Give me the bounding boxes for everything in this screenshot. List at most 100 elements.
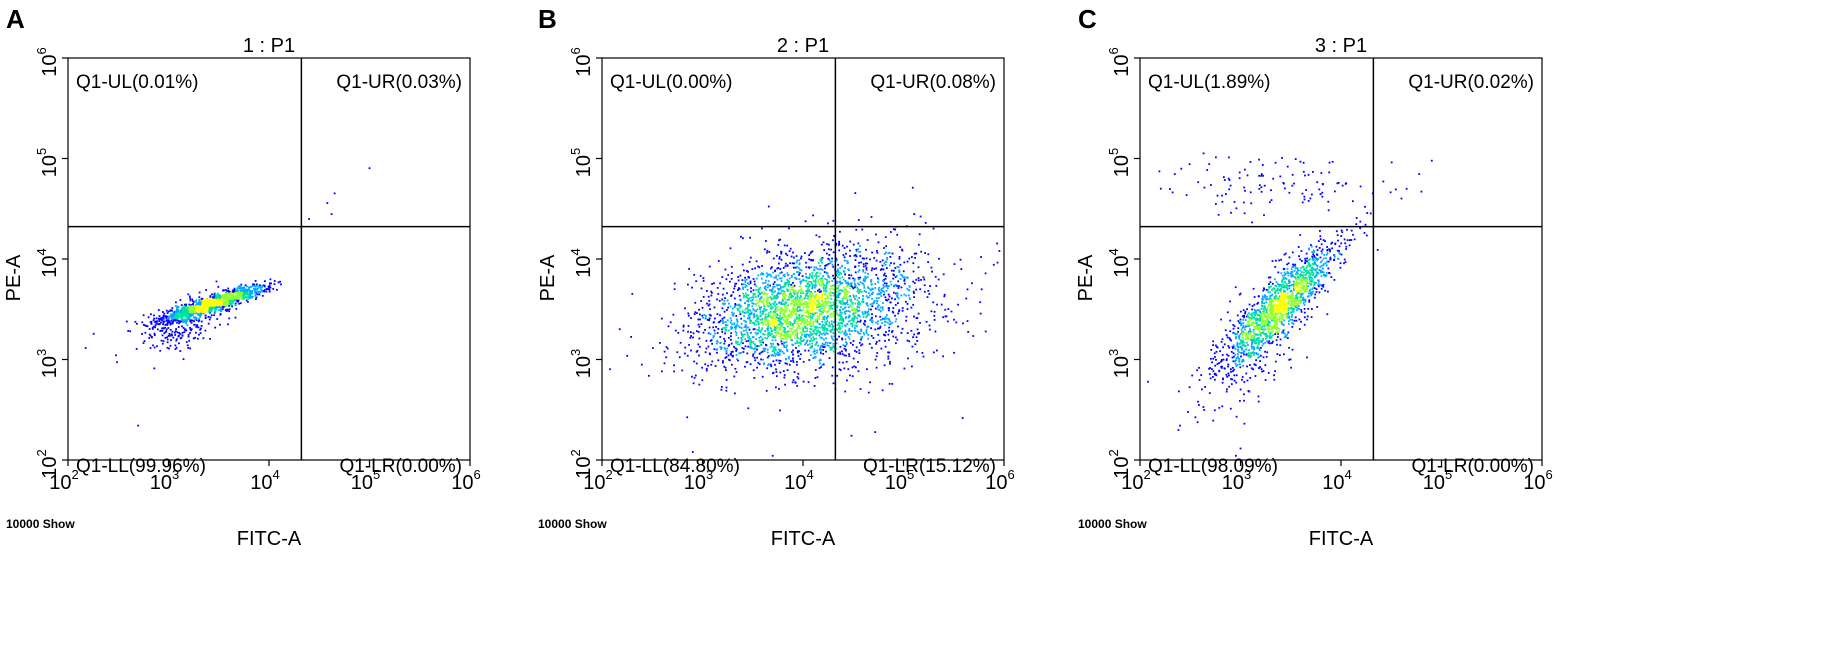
scatter-point — [187, 317, 190, 320]
scatter-point — [749, 320, 752, 323]
scatter-point — [791, 314, 794, 316]
scatter-point — [790, 360, 792, 362]
scatter-point — [237, 286, 240, 289]
scatter-point — [833, 346, 835, 348]
scatter-point — [159, 323, 161, 325]
scatter-point — [1210, 349, 1213, 351]
scatter-point — [869, 258, 871, 261]
scatter-point — [878, 327, 880, 330]
scatter-point — [726, 299, 729, 302]
scatter-point — [813, 332, 816, 335]
scatter-point — [163, 320, 166, 323]
scatter-point — [912, 336, 914, 339]
scatter-point — [923, 284, 926, 287]
scatter-point — [762, 358, 764, 361]
scatter-point — [1297, 246, 1300, 248]
scatter-point — [854, 298, 856, 300]
scatter-point — [1258, 188, 1261, 190]
scatter-point — [1277, 271, 1280, 274]
scatter-point — [823, 271, 826, 273]
scatter-point — [717, 260, 720, 262]
scatter-point — [800, 315, 803, 318]
scatter-point — [784, 321, 787, 323]
scatter-point — [820, 312, 823, 315]
scatter-point — [796, 376, 799, 378]
scatter-point — [185, 305, 187, 308]
scatter-point — [818, 282, 820, 285]
y-tick-label: 105 — [34, 148, 61, 177]
scatter-point — [228, 317, 231, 320]
scatter-point — [848, 355, 851, 357]
scatter-point — [799, 358, 801, 360]
scatter-point — [835, 286, 838, 289]
scatter-point — [730, 351, 733, 353]
scatter-point — [829, 348, 832, 351]
scatter-point — [744, 345, 747, 348]
scatter-point — [791, 275, 793, 277]
scatter-point — [836, 304, 839, 307]
scatter-point — [787, 283, 790, 286]
scatter-point — [884, 334, 887, 337]
scatter-point — [749, 341, 751, 344]
scatter-point — [811, 298, 813, 301]
scatter-point — [756, 308, 759, 311]
scatter-point — [759, 293, 762, 295]
scatter-point — [794, 331, 797, 333]
scatter-point — [749, 363, 752, 365]
scatter-point — [826, 295, 829, 298]
scatter-point — [750, 331, 752, 334]
scatter-point — [836, 313, 839, 316]
scatter-point — [827, 315, 829, 318]
scatter-point — [236, 295, 239, 298]
scatter-point — [735, 354, 738, 356]
scatter-point — [766, 319, 769, 322]
scatter-point — [869, 294, 871, 297]
scatter-point — [801, 333, 803, 336]
scatter-point — [223, 304, 226, 307]
scatter-point — [734, 330, 737, 333]
scatter-point — [778, 292, 781, 295]
scatter-point — [152, 319, 155, 322]
scatter-point — [807, 298, 810, 301]
scatter-point — [792, 349, 794, 352]
scatter-point — [250, 295, 253, 298]
scatter-point — [826, 282, 828, 285]
scatter-point — [849, 299, 852, 302]
scatter-point — [832, 345, 835, 347]
scatter-point — [778, 329, 781, 332]
scatter-point — [808, 266, 810, 269]
scatter-point — [808, 306, 810, 309]
scatter-point — [809, 293, 811, 295]
scatter-point — [762, 347, 765, 350]
scatter-point — [810, 275, 813, 278]
scatter-point — [814, 302, 816, 305]
scatter-point — [743, 329, 745, 332]
scatter-point — [757, 332, 759, 335]
scatter-point — [855, 255, 858, 258]
scatter-point — [194, 304, 197, 307]
scatter-point — [618, 328, 621, 331]
scatter-point — [840, 306, 842, 309]
scatter-point — [752, 302, 755, 305]
scatter-point — [209, 311, 212, 314]
scatter-point — [171, 316, 174, 319]
scatter-point — [781, 316, 783, 319]
scatter-point — [832, 219, 835, 222]
scatter-point — [705, 339, 708, 342]
scatter-point — [687, 330, 689, 333]
scatter-point — [876, 352, 879, 354]
scatter-point — [740, 305, 743, 308]
scatter-point — [195, 331, 197, 334]
scatter-point — [769, 273, 772, 276]
scatter-point — [238, 287, 241, 290]
scatter-point — [757, 290, 760, 293]
scatter-point — [833, 235, 835, 237]
scatter-point — [727, 337, 730, 339]
scatter-point — [733, 375, 736, 378]
scatter-point — [1305, 189, 1307, 191]
scatter-point — [182, 312, 185, 315]
scatter-point — [846, 303, 849, 306]
scatter-point — [766, 337, 768, 340]
scatter-point — [854, 284, 857, 286]
scatter-point — [193, 310, 196, 312]
